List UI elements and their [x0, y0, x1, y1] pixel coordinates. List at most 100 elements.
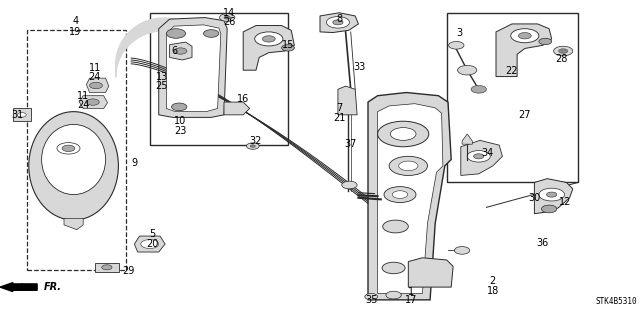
- Text: 29: 29: [122, 266, 134, 276]
- Polygon shape: [462, 134, 472, 144]
- Circle shape: [384, 187, 416, 203]
- Polygon shape: [86, 78, 109, 93]
- Text: 9: 9: [131, 158, 138, 168]
- Text: 31: 31: [12, 110, 24, 120]
- Text: 22: 22: [506, 66, 518, 76]
- Circle shape: [378, 121, 429, 147]
- Text: 16: 16: [237, 94, 250, 104]
- Circle shape: [204, 30, 219, 37]
- Text: 6: 6: [171, 46, 177, 56]
- Bar: [95, 263, 119, 272]
- Text: 23: 23: [174, 126, 187, 136]
- Text: 19: 19: [69, 27, 82, 37]
- Polygon shape: [408, 258, 453, 287]
- Text: 33: 33: [353, 62, 366, 72]
- Polygon shape: [534, 179, 573, 214]
- Circle shape: [86, 99, 99, 105]
- Text: 27: 27: [518, 110, 531, 120]
- Circle shape: [547, 192, 557, 197]
- Circle shape: [250, 145, 255, 147]
- Circle shape: [382, 262, 405, 274]
- Circle shape: [554, 46, 573, 56]
- Circle shape: [449, 41, 464, 49]
- Polygon shape: [166, 25, 221, 112]
- Text: 34: 34: [481, 148, 494, 158]
- Circle shape: [474, 154, 484, 159]
- Circle shape: [390, 128, 416, 140]
- Circle shape: [365, 293, 378, 300]
- Polygon shape: [243, 26, 294, 70]
- Polygon shape: [368, 93, 451, 300]
- Circle shape: [62, 145, 75, 152]
- Circle shape: [166, 29, 186, 38]
- Circle shape: [262, 36, 275, 42]
- Text: 28: 28: [556, 54, 568, 64]
- Text: 20: 20: [146, 239, 159, 249]
- Polygon shape: [170, 42, 192, 60]
- Circle shape: [342, 181, 357, 189]
- Polygon shape: [496, 24, 552, 77]
- Circle shape: [518, 33, 531, 39]
- Circle shape: [458, 65, 477, 75]
- Circle shape: [57, 143, 80, 154]
- Text: 11: 11: [88, 63, 101, 73]
- Text: 5: 5: [149, 229, 156, 240]
- Text: 8: 8: [336, 14, 342, 24]
- Text: FR.: FR.: [44, 282, 61, 292]
- Polygon shape: [378, 104, 443, 293]
- Bar: [150, 13, 288, 145]
- Circle shape: [333, 20, 343, 25]
- Circle shape: [541, 205, 557, 213]
- Polygon shape: [79, 96, 108, 108]
- Polygon shape: [224, 102, 250, 115]
- Circle shape: [511, 29, 539, 43]
- Polygon shape: [134, 236, 165, 252]
- Text: 1: 1: [408, 287, 414, 297]
- Circle shape: [102, 265, 112, 270]
- Bar: [13, 108, 31, 121]
- Circle shape: [392, 191, 408, 198]
- Text: 30: 30: [528, 193, 541, 204]
- Bar: [27, 30, 126, 270]
- Circle shape: [174, 48, 187, 54]
- Text: 4: 4: [72, 16, 79, 26]
- Circle shape: [386, 291, 401, 299]
- Text: 35: 35: [365, 295, 378, 305]
- Text: 11: 11: [77, 91, 90, 101]
- Circle shape: [389, 156, 428, 175]
- Text: 37: 37: [344, 139, 357, 149]
- Polygon shape: [338, 86, 357, 115]
- Circle shape: [326, 17, 349, 28]
- Text: 36: 36: [536, 238, 549, 248]
- Text: 24: 24: [77, 100, 90, 110]
- Text: 26: 26: [223, 17, 236, 27]
- Text: 2: 2: [490, 276, 496, 286]
- Circle shape: [17, 113, 26, 117]
- Circle shape: [220, 14, 235, 21]
- Circle shape: [172, 103, 187, 111]
- Text: 15: 15: [282, 40, 294, 50]
- Text: 3: 3: [456, 28, 463, 39]
- Text: STK4B5310: STK4B5310: [595, 297, 637, 306]
- Ellipse shape: [29, 112, 118, 220]
- Text: 13: 13: [156, 71, 168, 82]
- Circle shape: [539, 38, 552, 45]
- Text: 14: 14: [223, 8, 236, 18]
- Circle shape: [471, 85, 486, 93]
- Circle shape: [559, 49, 568, 53]
- Text: 7: 7: [336, 103, 342, 114]
- Bar: [447, 13, 578, 182]
- Text: 17: 17: [404, 295, 417, 305]
- Polygon shape: [461, 140, 502, 175]
- Circle shape: [539, 188, 564, 201]
- Circle shape: [246, 143, 259, 149]
- Circle shape: [90, 82, 102, 89]
- Circle shape: [141, 240, 159, 249]
- Text: 21: 21: [333, 113, 346, 123]
- Circle shape: [399, 161, 418, 171]
- Polygon shape: [64, 219, 83, 230]
- Circle shape: [224, 16, 230, 19]
- Text: 24: 24: [88, 72, 101, 82]
- Text: 18: 18: [486, 286, 499, 296]
- Polygon shape: [320, 13, 358, 33]
